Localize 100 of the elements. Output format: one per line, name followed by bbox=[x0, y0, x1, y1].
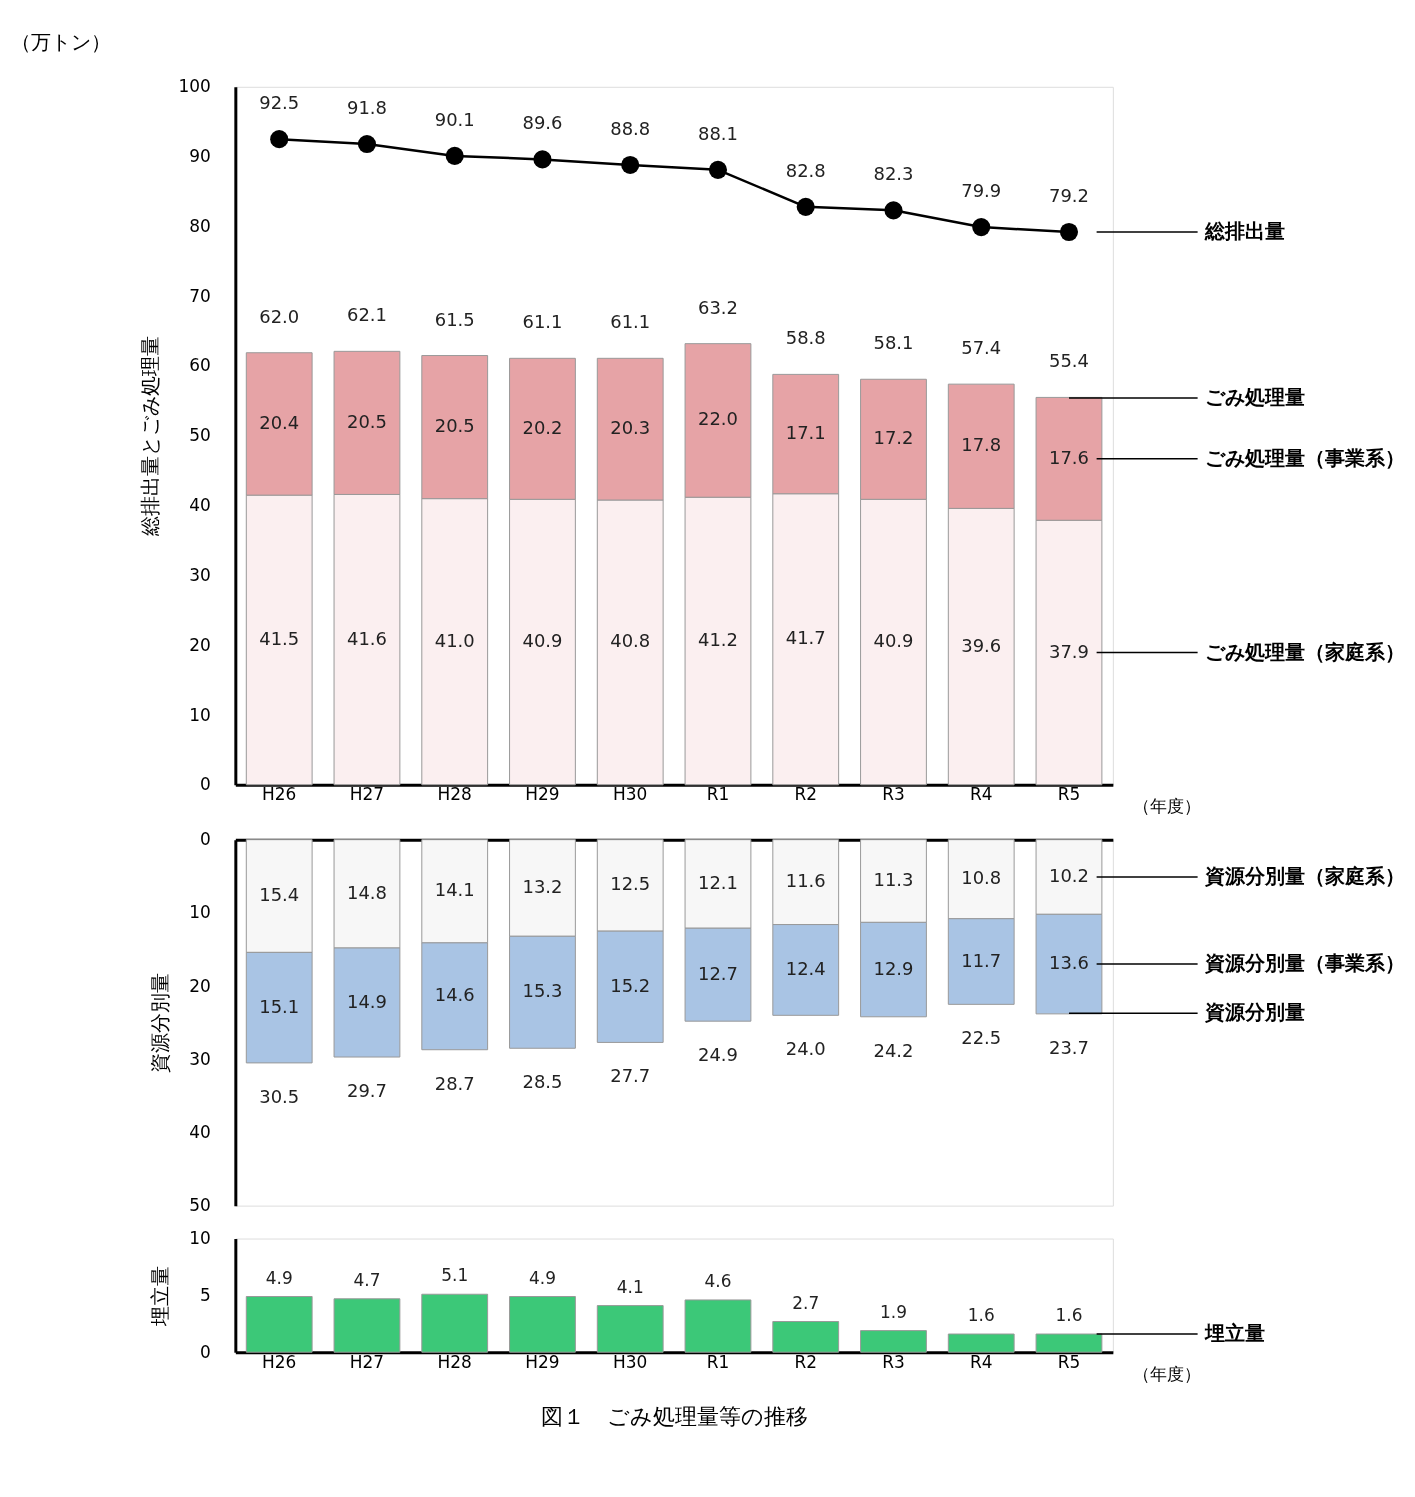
x-tick-label: R4 bbox=[969, 784, 993, 805]
y-tick-label: 100 bbox=[178, 76, 211, 97]
bar bbox=[1035, 1333, 1103, 1353]
annotation: 資源分別量 bbox=[1203, 1000, 1305, 1025]
data-label: 12.1 bbox=[697, 871, 738, 893]
total-label: 29.7 bbox=[346, 1079, 387, 1101]
y-tick-label: 10 bbox=[189, 1228, 211, 1249]
total-label: 55.4 bbox=[1049, 350, 1089, 372]
data-label: 40.9 bbox=[522, 630, 563, 652]
x-tick-label: R3 bbox=[882, 1351, 905, 1372]
x-tick-label: R1 bbox=[706, 1351, 730, 1372]
data-label: 12.7 bbox=[697, 962, 738, 984]
data-label: 15.3 bbox=[522, 980, 563, 1002]
y-axis-title: 資源分別量 bbox=[148, 973, 173, 1074]
x-axis-title: （年度） bbox=[1133, 796, 1202, 817]
data-label: 79.9 bbox=[961, 180, 1002, 202]
text: 総排出量 bbox=[1203, 218, 1285, 243]
total-label: 24.2 bbox=[873, 1039, 914, 1061]
data-label: 41.5 bbox=[259, 627, 300, 649]
annotation: ごみ処理量 bbox=[1204, 385, 1305, 410]
total-label: 23.7 bbox=[1049, 1036, 1089, 1058]
y-tick-label: 40 bbox=[189, 1121, 211, 1142]
x-tick-label: R2 bbox=[794, 1351, 817, 1372]
data-label: 11.3 bbox=[873, 869, 914, 890]
text: ごみ処理量（家庭系） bbox=[1204, 639, 1405, 664]
point bbox=[621, 155, 640, 175]
y-tick-label: 20 bbox=[189, 975, 211, 996]
text: ごみ処理量（事業系） bbox=[1204, 445, 1405, 470]
data-label: 88.8 bbox=[610, 118, 651, 140]
data-label: 10.8 bbox=[961, 867, 1002, 889]
data-label: 92.5 bbox=[259, 92, 300, 114]
total-label: 22.5 bbox=[961, 1027, 1002, 1049]
bar bbox=[509, 1296, 576, 1353]
total-label: 24.9 bbox=[697, 1044, 738, 1066]
total-label: 63.2 bbox=[697, 296, 738, 318]
x-tick-label: H27 bbox=[349, 784, 385, 805]
data-label: 12.5 bbox=[610, 873, 651, 895]
total-label: 28.5 bbox=[522, 1071, 563, 1093]
data-label: 1.9 bbox=[880, 1301, 907, 1322]
data-label: 14.9 bbox=[346, 990, 387, 1012]
y-tick-label: 5 bbox=[200, 1284, 211, 1305]
total-label: 24.0 bbox=[785, 1038, 826, 1060]
total-label: 28.7 bbox=[434, 1072, 475, 1094]
data-label: 13.6 bbox=[1049, 952, 1089, 974]
x-tick-label: H26 bbox=[262, 784, 297, 805]
bar bbox=[245, 1296, 313, 1353]
data-label: 20.5 bbox=[346, 410, 387, 432]
total-label: 61.1 bbox=[522, 311, 563, 333]
data-label: 41.2 bbox=[697, 629, 738, 651]
data-label: 1.6 bbox=[967, 1305, 995, 1326]
bar bbox=[772, 1321, 840, 1353]
y-tick-label: 70 bbox=[189, 285, 211, 306]
y-tick-label: 90 bbox=[189, 146, 211, 167]
data-label: 40.9 bbox=[873, 630, 914, 652]
data-label: 20.4 bbox=[259, 411, 300, 433]
y-tick-label: 30 bbox=[189, 564, 211, 585]
total-label: 62.1 bbox=[346, 304, 387, 326]
x-tick-label: H28 bbox=[437, 1351, 472, 1372]
bar bbox=[860, 1330, 927, 1353]
x-axis-title: （年度） bbox=[1133, 1363, 1202, 1384]
y-axis-title: 埋立量 bbox=[1203, 1321, 1265, 1346]
data-label: 13.2 bbox=[522, 875, 563, 897]
text: 図１ ごみ処理量等の推移 bbox=[540, 1404, 808, 1430]
point bbox=[270, 130, 289, 149]
data-label: 82.8 bbox=[785, 159, 826, 181]
y-tick-label: 50 bbox=[189, 425, 211, 446]
bar bbox=[421, 1293, 489, 1353]
data-label: 4.6 bbox=[704, 1270, 732, 1291]
data-label: 39.6 bbox=[961, 634, 1002, 656]
x-tick-label: R2 bbox=[794, 784, 817, 805]
data-label: 79.2 bbox=[1049, 185, 1089, 207]
data-label: 15.2 bbox=[610, 974, 651, 996]
data-label: 89.6 bbox=[522, 112, 563, 134]
data-label: 12.4 bbox=[785, 957, 826, 979]
total-label: 61.5 bbox=[434, 308, 475, 330]
y-tick-label: 50 bbox=[189, 1195, 211, 1216]
data-label: 4.1 bbox=[616, 1276, 644, 1297]
data-label: 14.8 bbox=[346, 881, 387, 903]
data-label: 20.5 bbox=[434, 415, 475, 437]
point bbox=[445, 146, 464, 165]
y-tick-label: 40 bbox=[189, 495, 211, 516]
point bbox=[796, 197, 815, 216]
y-tick-label: 20 bbox=[189, 634, 211, 655]
total-label: 58.8 bbox=[785, 327, 826, 349]
data-label: 37.9 bbox=[1049, 640, 1089, 662]
point bbox=[357, 134, 377, 154]
total-label: 27.7 bbox=[610, 1065, 651, 1087]
x-tick-label: H27 bbox=[349, 1351, 385, 1372]
total-label: 57.4 bbox=[961, 337, 1002, 359]
data-label: 11.7 bbox=[961, 949, 1002, 971]
y-tick-label: 60 bbox=[189, 355, 211, 376]
x-tick-label: H30 bbox=[613, 1351, 648, 1372]
x-tick-label: H28 bbox=[437, 784, 472, 805]
data-label: 10.2 bbox=[1049, 864, 1089, 886]
data-label: 22.0 bbox=[697, 408, 738, 430]
x-tick-label: H29 bbox=[525, 1351, 560, 1372]
data-label: 14.1 bbox=[434, 879, 475, 901]
data-label: 4.9 bbox=[265, 1267, 293, 1288]
total-label: 62.0 bbox=[259, 305, 300, 327]
data-label: 17.8 bbox=[961, 434, 1002, 456]
